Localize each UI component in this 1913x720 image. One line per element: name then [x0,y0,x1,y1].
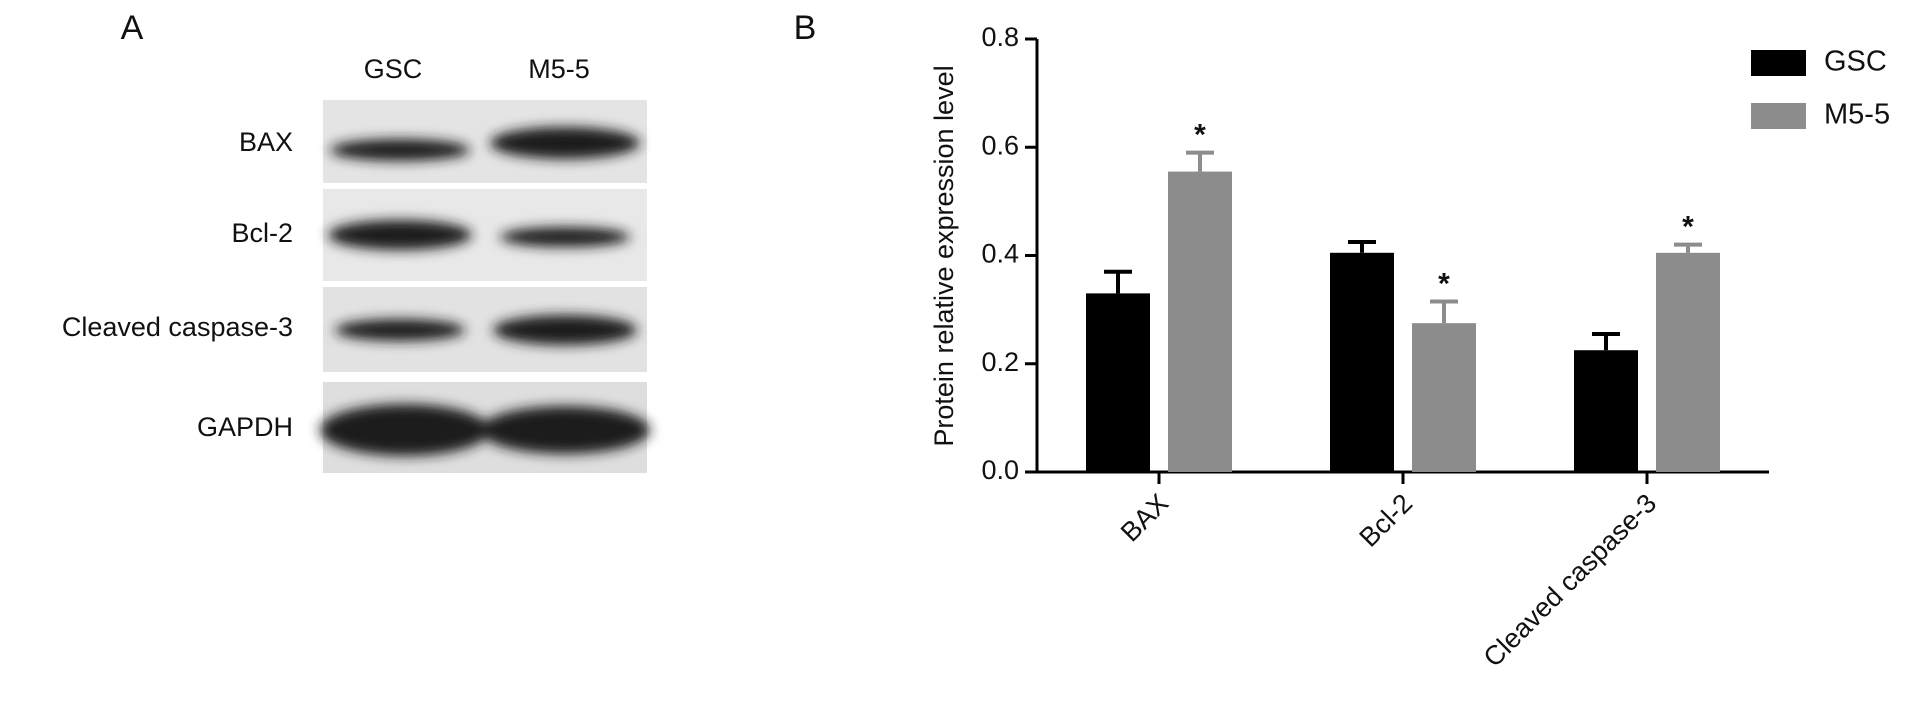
band [320,404,490,456]
x-tick-label: Cleaved caspase-3 [1478,488,1663,673]
bar [1656,252,1720,472]
bar [1574,350,1638,472]
row-label: BAX [239,127,293,157]
y-tick-label: 0.8 [981,22,1019,52]
panel-label: B [794,9,817,47]
significance-mark: * [1682,211,1694,244]
band [490,127,640,159]
x-tick-label: BAX [1115,488,1174,547]
y-tick-label: 0.2 [981,347,1019,377]
bar [1086,293,1150,472]
legend-swatch [1751,103,1806,129]
blot [320,100,650,473]
band [493,315,637,345]
y-axis-label: Protein relative expression level [929,65,959,446]
significance-mark: * [1194,119,1206,152]
x-tick-label: Bcl-2 [1354,488,1419,553]
band [500,227,630,247]
legend-label: M5-5 [1824,99,1890,131]
legend-swatch [1751,50,1806,76]
y-tick-label: 0.0 [981,455,1019,485]
bar [1412,323,1476,472]
band [335,319,465,341]
bar [1330,252,1394,472]
y-tick-label: 0.6 [981,130,1019,160]
row-label: Bcl-2 [231,218,293,248]
row-label: GAPDH [197,412,293,442]
significance-mark: * [1438,267,1450,300]
band [330,139,470,161]
row-label: Cleaved caspase-3 [62,312,293,342]
bar [1168,171,1232,472]
band [328,220,472,250]
y-tick-label: 0.4 [981,239,1019,269]
column-header: M5-5 [528,54,590,84]
band [480,406,650,454]
column-header: GSC [364,54,423,84]
legend-label: GSC [1824,46,1887,78]
panel-label: A [121,9,144,47]
